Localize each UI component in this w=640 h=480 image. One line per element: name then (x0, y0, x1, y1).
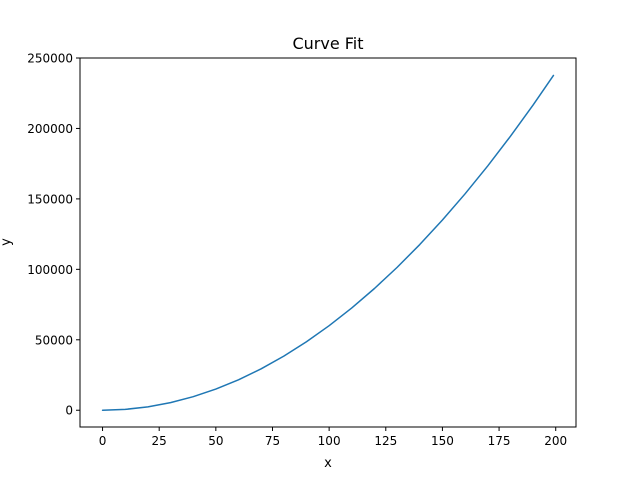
y-tick-label: 50000 (35, 333, 73, 347)
x-axis-label: x (324, 456, 332, 471)
x-tick-label: 175 (488, 434, 511, 448)
series-layer (101, 74, 555, 411)
x-tick-label: 125 (374, 434, 397, 448)
x-tick-label: 25 (152, 434, 167, 448)
x-tick-label: 0 (99, 434, 107, 448)
x-tick-label: 100 (318, 434, 341, 448)
x-tick-label: 200 (544, 434, 567, 448)
x-tick-label: 150 (431, 434, 454, 448)
y-tick-label: 200000 (27, 122, 73, 136)
x-tick-label: 75 (265, 434, 280, 448)
y-axis-label: y (0, 238, 14, 246)
y-tick-label: 150000 (27, 192, 73, 206)
y-tick-label: 250000 (27, 52, 73, 66)
chart-title: Curve Fit (292, 34, 363, 53)
x-axis-ticks: 0 25 50 75 100 125 150 175 200 (99, 427, 567, 448)
y-axis-ticks: 0 50000 100000 150000 200000 250000 (27, 52, 80, 418)
y-tick-label: 0 (65, 404, 73, 418)
x-tick-label: 50 (208, 434, 223, 448)
y-tick-label: 100000 (27, 263, 73, 277)
plot-area (80, 58, 576, 427)
series-line-0 (101, 74, 555, 411)
plot-frame (79, 57, 577, 428)
